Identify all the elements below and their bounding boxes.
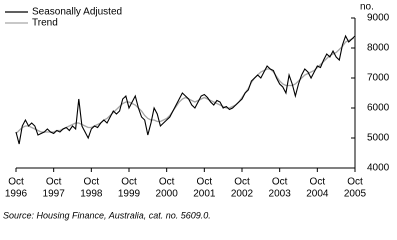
x-tick-label: 2002: [231, 189, 254, 200]
x-tick-label: 1998: [80, 189, 103, 200]
y-tick-label: 8000: [367, 43, 390, 54]
x-tick-label: Oct: [310, 177, 326, 188]
chart: no. Source: Housing Finance, Australia, …: [3, 2, 390, 221]
data-line: [15, 34, 356, 145]
legend-label: Seasonally Adjusted: [32, 7, 122, 18]
x-tick-label: 2004: [306, 189, 329, 200]
x-tick-label: 2000: [156, 189, 179, 200]
x-tick-label: Oct: [272, 177, 288, 188]
x-tick-label: Oct: [121, 177, 137, 188]
x-tick-label: 2005: [344, 189, 367, 200]
x-tick-label: Oct: [46, 177, 62, 188]
x-tick-label: Oct: [197, 177, 213, 188]
x-tick-label: 1996: [5, 189, 28, 200]
legend-label: Trend: [32, 18, 58, 29]
x-tick-label: 2001: [193, 189, 216, 200]
x-tick-label: Oct: [347, 177, 363, 188]
x-tick-label: Oct: [159, 177, 175, 188]
y-tick-label: 7000: [367, 73, 390, 84]
x-tick-label: Oct: [84, 177, 100, 188]
y-tick-label: 6000: [367, 103, 390, 114]
x-tick-label: Oct: [234, 177, 250, 188]
data-line: [15, 36, 356, 134]
x-tick-label: 2003: [269, 189, 292, 200]
y-tick-label: 5000: [367, 133, 390, 144]
x-tick-label: 1997: [43, 189, 66, 200]
x-tick-label: Oct: [8, 177, 24, 188]
y-tick-label: 9000: [367, 13, 390, 24]
x-tick-label: 1999: [118, 189, 141, 200]
y-tick-label: 4000: [367, 163, 390, 174]
source-note: Source: Housing Finance, Australia, cat.…: [3, 210, 211, 220]
y-axis-label: no.: [360, 2, 374, 13]
